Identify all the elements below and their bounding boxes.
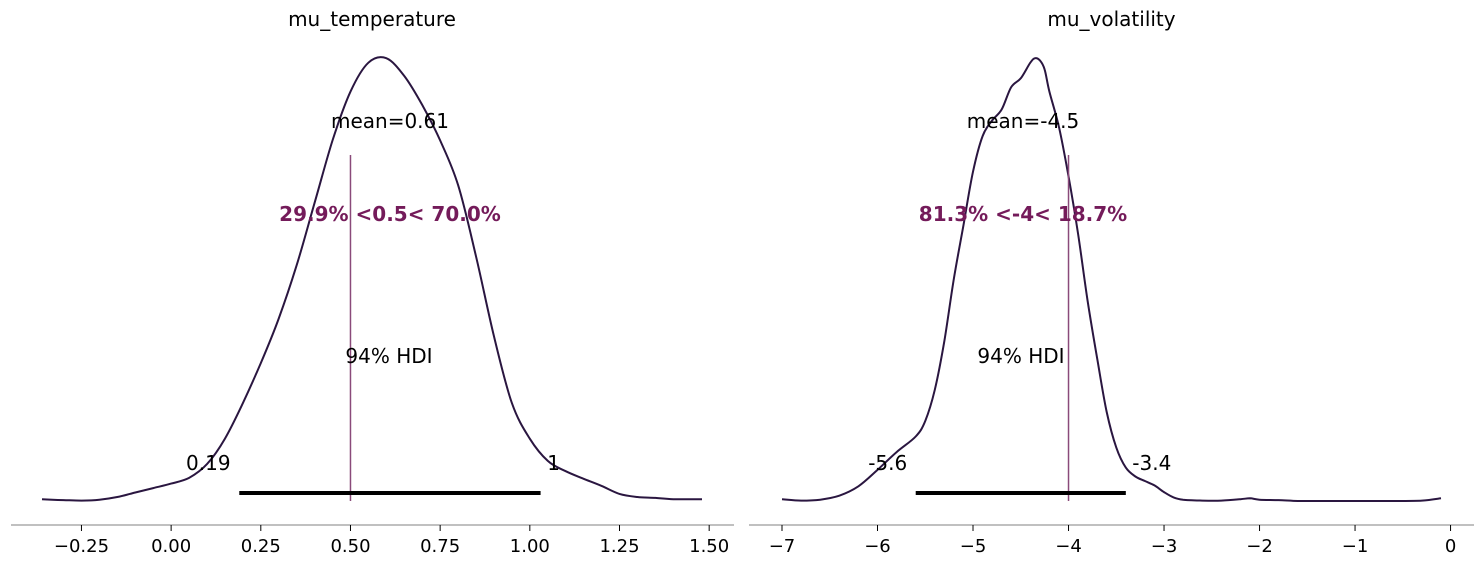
x-tick-label: 1.00 bbox=[510, 536, 550, 557]
x-tick-label: −5 bbox=[960, 536, 987, 557]
panel-title: mu_temperature bbox=[288, 7, 456, 31]
x-tick-label: −4 bbox=[1055, 536, 1082, 557]
x-tick-label: 0.75 bbox=[420, 536, 460, 557]
x-tick-label: −3 bbox=[1151, 536, 1178, 557]
x-tick-label: −1 bbox=[1342, 536, 1369, 557]
hdi-low-label: 0.19 bbox=[186, 451, 231, 475]
x-tick-label: 1.50 bbox=[689, 536, 729, 557]
hdi-high-label: -3.4 bbox=[1132, 451, 1171, 475]
x-tick-label: 1.25 bbox=[599, 536, 639, 557]
mean-label: mean=0.61 bbox=[331, 109, 449, 133]
hdi-low-label: -5.6 bbox=[868, 451, 907, 475]
hdi-label: 94% HDI bbox=[977, 344, 1064, 368]
reference-label: 81.3% <-4< 18.7% bbox=[919, 202, 1127, 226]
x-tick-label: −2 bbox=[1246, 536, 1273, 557]
x-tick-label: −6 bbox=[864, 536, 891, 557]
x-tick-label: 0.00 bbox=[151, 536, 191, 557]
hdi-label: 94% HDI bbox=[345, 344, 432, 368]
mean-label: mean=-4.5 bbox=[967, 109, 1080, 133]
kde-curve bbox=[41, 56, 703, 502]
x-tick-label: 0.25 bbox=[241, 536, 281, 557]
x-tick-label: −0.25 bbox=[54, 536, 109, 557]
panel-title: mu_volatility bbox=[1047, 7, 1175, 31]
reference-label: 29.9% <0.5< 70.0% bbox=[279, 202, 501, 226]
kde-curve bbox=[781, 57, 1442, 503]
x-tick-label: 0.50 bbox=[330, 536, 370, 557]
panel-1: mu_temperature −0.25 0.00 0.25 0.50 0.75 1.00 1… bbox=[11, 7, 734, 557]
panel-2: mu_volatility −7 −6 −5 −4 −3 −2 −1 0 mean=-4.5 81.… bbox=[749, 7, 1474, 557]
x-tick-label: 0 bbox=[1445, 536, 1456, 557]
hdi-high-label: 1 bbox=[547, 451, 560, 475]
x-tick-label: −7 bbox=[769, 536, 796, 557]
